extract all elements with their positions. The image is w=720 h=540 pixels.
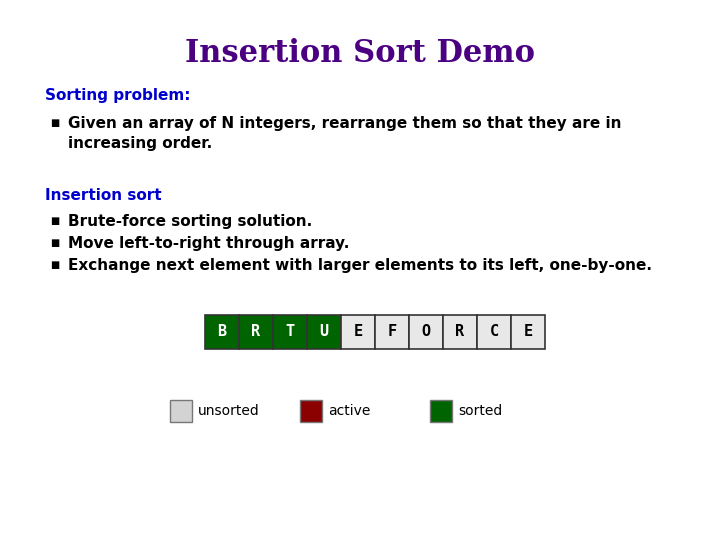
Text: ■: ■ bbox=[50, 238, 59, 248]
Bar bbox=[300, 400, 322, 422]
Text: Exchange next element with larger elements to its left, one-by-one.: Exchange next element with larger elemen… bbox=[68, 258, 652, 273]
Bar bbox=[443, 315, 477, 349]
Bar bbox=[477, 315, 511, 349]
Text: Brute-force sorting solution.: Brute-force sorting solution. bbox=[68, 214, 312, 229]
Text: E: E bbox=[354, 325, 363, 340]
Text: sorted: sorted bbox=[458, 404, 503, 418]
Text: Sorting problem:: Sorting problem: bbox=[45, 88, 191, 103]
Bar bbox=[511, 315, 545, 349]
Text: ■: ■ bbox=[50, 118, 59, 128]
Text: active: active bbox=[328, 404, 370, 418]
Text: R: R bbox=[456, 325, 464, 340]
Bar bbox=[273, 315, 307, 349]
Text: increasing order.: increasing order. bbox=[68, 136, 212, 151]
Bar bbox=[307, 315, 341, 349]
Bar bbox=[341, 315, 375, 349]
Bar bbox=[430, 400, 452, 422]
Text: Given an array of N integers, rearrange them so that they are in: Given an array of N integers, rearrange … bbox=[68, 116, 621, 131]
Bar bbox=[205, 315, 239, 349]
Bar bbox=[170, 400, 192, 422]
Text: C: C bbox=[490, 325, 498, 340]
Text: U: U bbox=[320, 325, 328, 340]
Bar bbox=[239, 315, 273, 349]
Text: B: B bbox=[217, 325, 227, 340]
Text: F: F bbox=[387, 325, 397, 340]
Bar bbox=[409, 315, 443, 349]
Text: ■: ■ bbox=[50, 216, 59, 226]
Text: unsorted: unsorted bbox=[198, 404, 260, 418]
Text: O: O bbox=[421, 325, 431, 340]
Text: R: R bbox=[251, 325, 261, 340]
Text: E: E bbox=[523, 325, 533, 340]
Bar bbox=[375, 315, 409, 349]
Text: Insertion Sort Demo: Insertion Sort Demo bbox=[185, 38, 535, 69]
Text: Insertion sort: Insertion sort bbox=[45, 188, 161, 203]
Text: T: T bbox=[285, 325, 294, 340]
Text: Move left-to-right through array.: Move left-to-right through array. bbox=[68, 236, 349, 251]
Text: ■: ■ bbox=[50, 260, 59, 270]
